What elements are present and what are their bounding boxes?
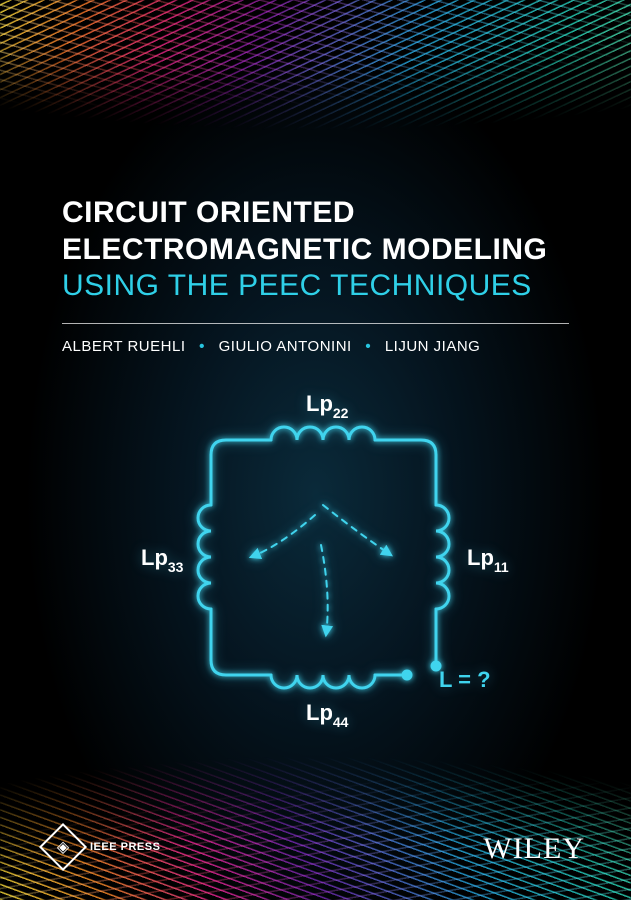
label-top: Lp22: [306, 391, 349, 421]
label-left: Lp33: [141, 545, 184, 575]
authors-line: ALBERT RUEHLI • GIULIO ANTONINI • LIJUN …: [62, 338, 569, 355]
label-right: Lp11: [467, 545, 509, 575]
author-1: ALBERT RUEHLI: [62, 338, 186, 355]
title-line-2: ELECTROMAGNETIC MODELING: [62, 232, 569, 269]
ieee-press-label: IEEE PRESS: [90, 841, 160, 853]
ieee-diamond-icon: [39, 823, 87, 871]
label-terminal: L = ?: [439, 667, 491, 692]
title-block: CIRCUIT ORIENTED ELECTROMAGNETIC MODELIN…: [62, 195, 569, 355]
author-separator: •: [356, 338, 380, 355]
circuit-diagram: Lp22 Lp11 Lp44 Lp33 L = ?: [0, 385, 631, 745]
wave-mesh-top-overlay: [0, 0, 631, 220]
title-rule: [62, 323, 569, 324]
label-bottom: Lp44: [306, 700, 349, 730]
author-2: GIULIO ANTONINI: [219, 338, 352, 355]
publisher-wiley: WILEY: [483, 832, 585, 866]
author-3: LIJUN JIANG: [385, 338, 481, 355]
publisher-ieee: IEEE PRESS: [46, 830, 160, 864]
circuit-svg: Lp22 Lp11 Lp44 Lp33 L = ?: [101, 385, 531, 745]
ieee-press-text: IEEE PRESS: [90, 841, 160, 853]
book-cover: CIRCUIT ORIENTED ELECTROMAGNETIC MODELIN…: [0, 0, 631, 900]
title-line-1: CIRCUIT ORIENTED: [62, 195, 569, 232]
author-separator: •: [190, 338, 214, 355]
subtitle-line: USING THE PEEC TECHNIQUES: [62, 268, 569, 305]
